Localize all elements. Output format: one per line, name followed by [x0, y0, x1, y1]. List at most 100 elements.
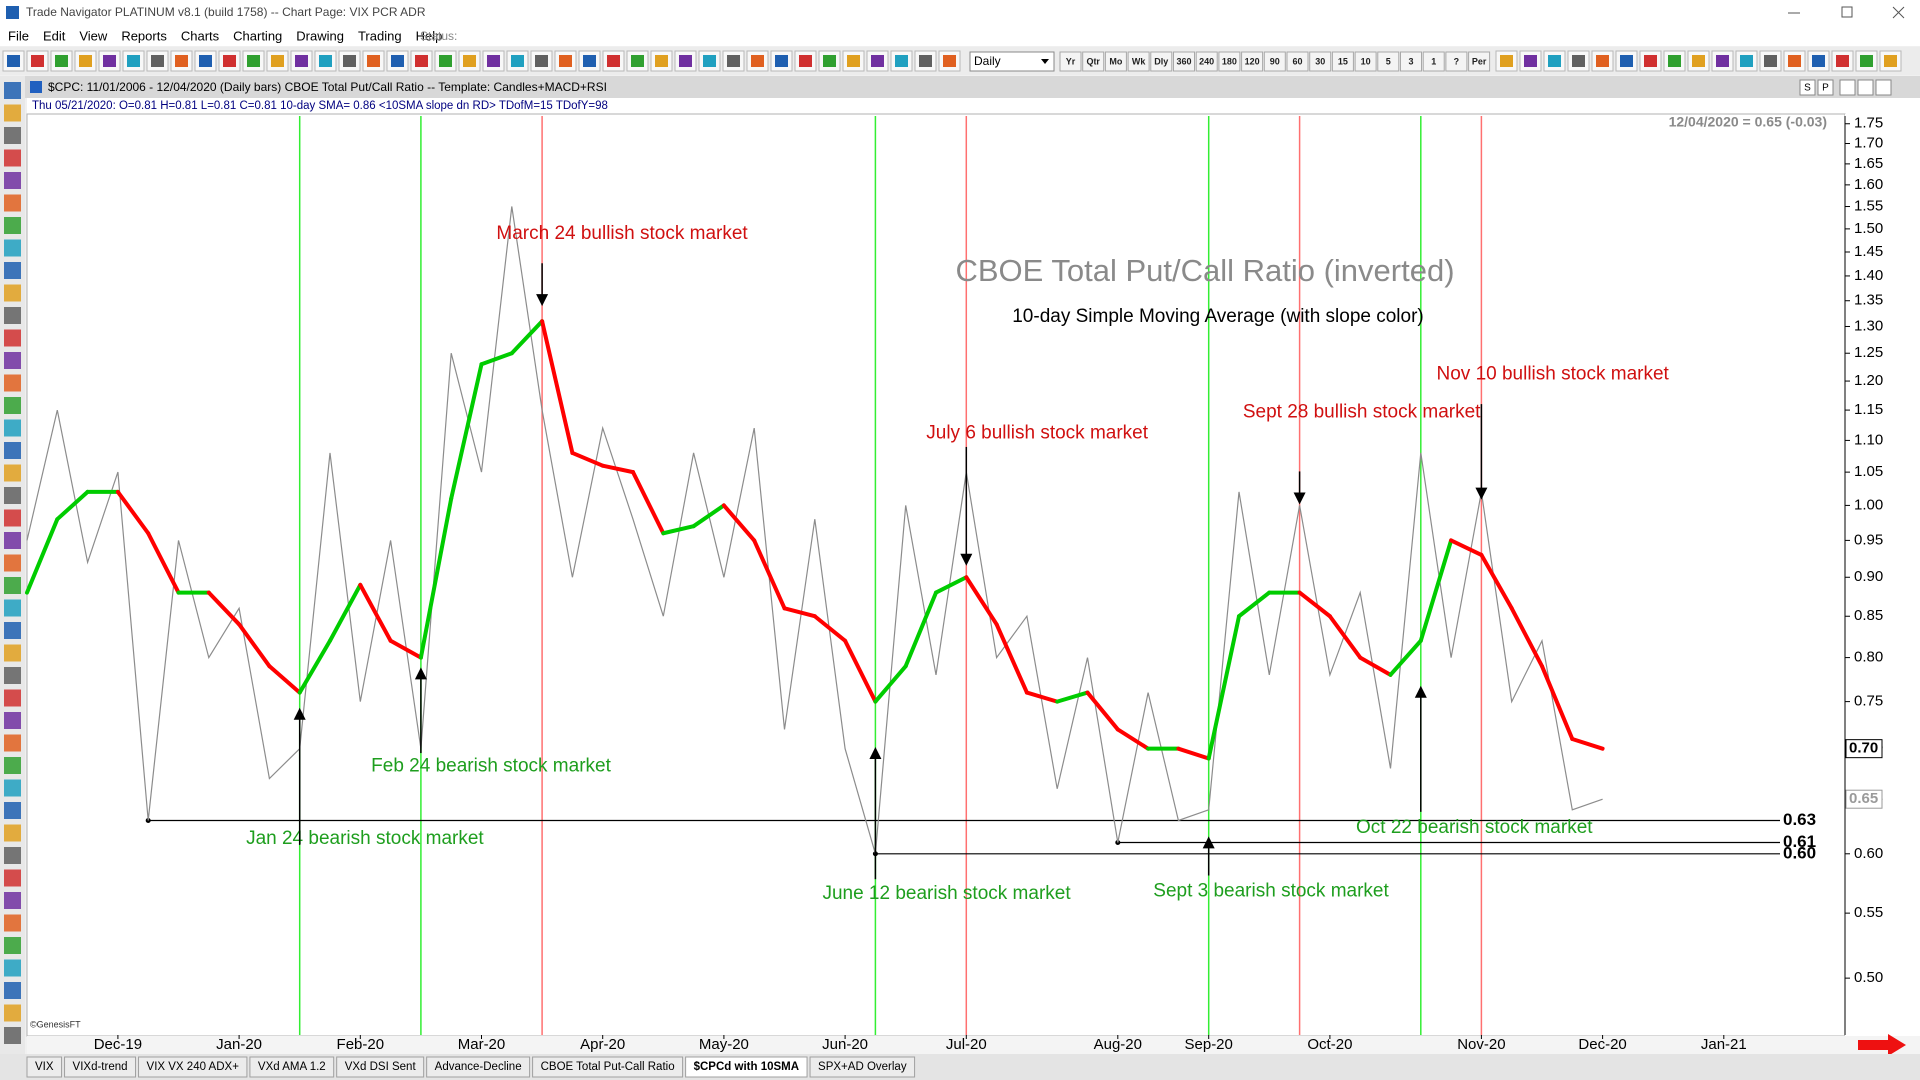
tool-icon[interactable]	[4, 104, 21, 122]
tool-icon[interactable]	[4, 734, 21, 752]
chart-subtitle: 10-day Simple Moving Average (with slope…	[1012, 306, 1424, 327]
period-button[interactable]	[1127, 51, 1150, 72]
tool-icon[interactable]	[4, 847, 21, 864]
tool-icon[interactable]	[4, 127, 21, 144]
period-button[interactable]	[1354, 51, 1377, 72]
period-button[interactable]	[1195, 51, 1218, 72]
y-tick-label: 1.15	[1854, 401, 1883, 418]
tab[interactable]	[138, 1056, 248, 1078]
tab[interactable]	[249, 1056, 335, 1078]
chart-window-button[interactable]	[1799, 79, 1816, 96]
period-button[interactable]	[1173, 51, 1195, 72]
y-tick-label: 1.70	[1854, 134, 1883, 151]
period-button[interactable]	[1445, 51, 1468, 72]
tab[interactable]	[336, 1056, 425, 1078]
tool-icon[interactable]	[4, 644, 21, 662]
tool-icon[interactable]	[4, 937, 21, 954]
period-button[interactable]	[1422, 51, 1445, 72]
tool-icon[interactable]	[4, 1004, 21, 1022]
tool-icon[interactable]	[4, 239, 21, 257]
scroll-right-icon[interactable]	[1858, 1034, 1906, 1056]
tool-icon[interactable]	[4, 217, 21, 234]
menu-item[interactable]: Trading	[358, 28, 402, 43]
tool-icon[interactable]	[4, 82, 21, 99]
tool-icon[interactable]	[4, 509, 21, 527]
tab[interactable]	[426, 1056, 531, 1078]
window-control[interactable]	[1839, 79, 1856, 96]
y-tick-label: 1.35	[1854, 292, 1883, 309]
menu-item[interactable]: Edit	[43, 28, 66, 43]
period-button[interactable]	[1104, 51, 1127, 72]
y-tick-label: 0.80	[1854, 649, 1883, 666]
menu-item[interactable]: View	[79, 28, 108, 43]
tool-icon[interactable]	[4, 599, 21, 617]
menu-item[interactable]: Charting	[233, 28, 282, 43]
tool-icon[interactable]	[4, 982, 21, 999]
tab-label: Advance-Decline	[435, 1061, 522, 1073]
tool-icon[interactable]	[4, 554, 21, 572]
tool-icon[interactable]	[4, 194, 21, 212]
tool-icon[interactable]	[4, 892, 21, 909]
tool-icon[interactable]	[4, 374, 21, 392]
tool-icon[interactable]	[4, 419, 21, 437]
period-button[interactable]	[1241, 51, 1264, 72]
tool-icon[interactable]	[4, 329, 21, 347]
period-button[interactable]	[1331, 51, 1354, 72]
tab[interactable]	[26, 1056, 63, 1078]
x-tick-label: Oct-20	[1307, 1036, 1352, 1053]
tool-icon[interactable]	[4, 172, 21, 189]
period-button[interactable]	[1400, 51, 1422, 72]
period-button[interactable]	[1150, 51, 1173, 72]
tool-icon[interactable]	[4, 824, 21, 842]
tool-icon[interactable]	[4, 464, 21, 482]
tool-icon[interactable]	[4, 757, 21, 774]
tool-icon[interactable]	[4, 689, 21, 707]
period-button[interactable]	[1218, 51, 1241, 72]
tab[interactable]	[809, 1056, 916, 1078]
period-button-label: 5	[1386, 56, 1391, 66]
tool-icon[interactable]	[4, 802, 21, 819]
tool-icon[interactable]	[4, 1027, 21, 1044]
tool-icon[interactable]	[4, 959, 21, 977]
tab[interactable]	[532, 1056, 684, 1078]
window-control[interactable]	[1875, 79, 1892, 96]
menu-item[interactable]: Reports	[121, 28, 167, 43]
close-button[interactable]	[1892, 6, 1905, 19]
period-button[interactable]	[1468, 51, 1491, 72]
tool-icon[interactable]	[4, 284, 21, 302]
tab[interactable]	[685, 1056, 808, 1078]
period-button[interactable]	[1059, 51, 1082, 72]
tool-icon[interactable]	[4, 262, 21, 279]
period-button[interactable]	[1286, 51, 1309, 72]
menu-item[interactable]: Drawing	[296, 28, 344, 43]
tool-icon[interactable]	[4, 397, 21, 414]
tool-icon[interactable]	[4, 307, 21, 324]
restore-button[interactable]	[1841, 6, 1853, 18]
menu-item[interactable]: Charts	[181, 28, 220, 43]
period-button[interactable]	[1082, 51, 1105, 72]
chart-window-button[interactable]	[1817, 79, 1834, 96]
tool-icon[interactable]	[4, 712, 21, 729]
chart-info: Thu 05/21/2020: O=0.81 H=0.81 L=0.81 C=0…	[32, 100, 608, 112]
tool-icon[interactable]	[4, 914, 21, 932]
tool-icon[interactable]	[4, 667, 21, 684]
tab[interactable]	[64, 1056, 137, 1078]
tool-icon[interactable]	[4, 622, 21, 639]
menu-item[interactable]: File	[8, 28, 29, 43]
tool-icon[interactable]	[4, 487, 21, 504]
tab-label: CBOE Total Put-Call Ratio	[541, 1061, 675, 1073]
x-tick-label: Jan-21	[1701, 1036, 1747, 1053]
menu-item[interactable]: Help	[416, 28, 443, 43]
tool-icon[interactable]	[4, 352, 21, 369]
period-button[interactable]	[1377, 51, 1400, 72]
period-button[interactable]	[1263, 51, 1286, 72]
tool-icon[interactable]	[4, 577, 21, 594]
period-button[interactable]	[1309, 51, 1332, 72]
tool-icon[interactable]	[4, 149, 21, 167]
tool-icon[interactable]	[4, 869, 21, 887]
tool-icon[interactable]	[4, 779, 21, 797]
tool-icon[interactable]	[4, 532, 21, 549]
timeframe-dropdown[interactable]	[969, 51, 1055, 72]
window-control[interactable]	[1857, 79, 1874, 96]
tool-icon[interactable]	[4, 442, 21, 459]
